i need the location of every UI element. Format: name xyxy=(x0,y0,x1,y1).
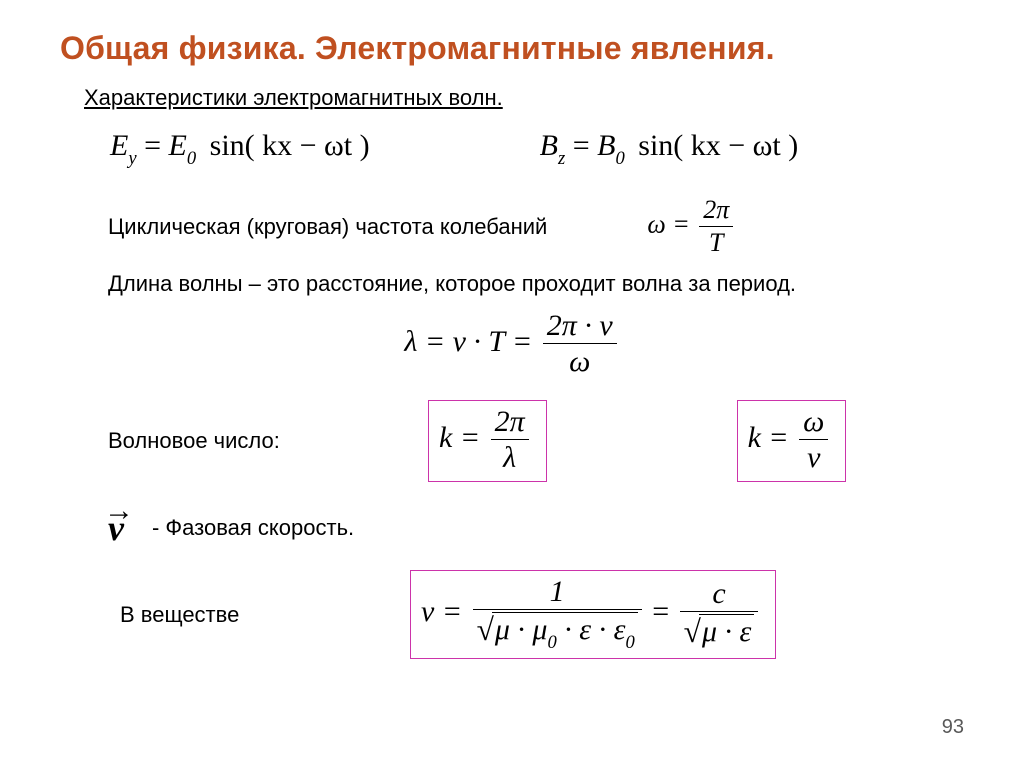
sym-E0: E xyxy=(169,129,187,162)
arg-kx-wt: kx − ωt ) xyxy=(255,129,370,162)
text-matter: В веществе xyxy=(120,602,350,628)
frac-2piv-omega: 2π · v ω xyxy=(543,309,617,380)
sub-0: 0 xyxy=(615,148,624,169)
sub-0: 0 xyxy=(187,148,196,169)
box-k-omega-v: k = ω v xyxy=(737,400,847,483)
num-2pi: 2π xyxy=(699,196,733,227)
eq-k2: k = ω v xyxy=(748,421,832,454)
sub-0: 0 xyxy=(625,632,634,653)
sub-0: 0 xyxy=(547,632,556,653)
den-T: T xyxy=(699,227,733,258)
eq-omega: ω = 2π T xyxy=(647,196,736,257)
eq-Bz: Bz = B0 sin( kx − ωt ) xyxy=(540,129,799,168)
den-v: v xyxy=(799,440,828,476)
sub-y: y xyxy=(128,148,136,169)
lhs-v: v = xyxy=(421,595,462,628)
lhs-omega: ω = xyxy=(647,210,689,239)
eq-lambda: λ = v · T = 2π · v ω xyxy=(404,309,619,380)
den-lambda: λ xyxy=(491,440,529,476)
row-lambda: λ = v · T = 2π · v ω xyxy=(60,309,964,380)
num-2pi: 2π xyxy=(491,405,529,440)
radicand-1b: · ε · ε xyxy=(557,613,626,646)
op-eq: = xyxy=(144,129,168,162)
text-wavenumber: Волновое число: xyxy=(108,428,368,454)
text-wavelength: Длина волны – это расстояние, которое пр… xyxy=(108,271,964,297)
row-in-matter: В веществе v = 1 √μ · μ0 · ε · ε0 = c √μ… xyxy=(60,570,964,658)
radicand-1a: μ · μ xyxy=(495,613,548,646)
op-eq: = xyxy=(652,595,676,628)
row-wavenumber: Волновое число: k = 2π λ k = ω v xyxy=(60,400,964,483)
text-cyclic: Циклическая (круговая) частота колебаний xyxy=(108,214,547,240)
eq-Ey: Ey = E0 sin( kx − ωt ) xyxy=(110,129,370,168)
frac-c-sqrt: c √μ · ε xyxy=(680,577,759,650)
num-c: c xyxy=(680,577,759,612)
num-omega: ω xyxy=(799,405,828,440)
row-phase-velocity: → v - Фазовая скорость. xyxy=(108,510,964,546)
op-eq: = xyxy=(573,129,597,162)
lhs-k: k = xyxy=(439,421,480,454)
radicand-2: μ · ε xyxy=(699,614,754,650)
num-2piv: 2π · v xyxy=(543,309,617,344)
frac-2pi-T: 2π T xyxy=(699,196,733,257)
sym-B: B xyxy=(540,129,558,162)
den-sqrt-mu-eps: √μ · μ0 · ε · ε0 xyxy=(473,610,642,651)
page-number: 93 xyxy=(942,716,964,739)
frac-2pi-lambda: 2π λ xyxy=(491,405,529,476)
frac-omega-v: ω v xyxy=(799,405,828,476)
sqrt-1: √μ · μ0 · ε · ε0 xyxy=(477,611,638,651)
vector-v: → v xyxy=(108,510,124,546)
sym-B0: B xyxy=(597,129,615,162)
num-1: 1 xyxy=(473,575,642,610)
den-sqrt-mu-eps-short: √μ · ε xyxy=(680,612,759,650)
eq-k1: k = 2π λ xyxy=(439,421,532,454)
text-phase: - Фазовая скорость. xyxy=(152,515,354,541)
arg-kx-wt: kx − ωt ) xyxy=(683,129,798,162)
row-cyclic-freq: Циклическая (круговая) частота колебаний… xyxy=(60,196,964,257)
fn-sin: sin( xyxy=(638,129,683,162)
fn-sin: sin( xyxy=(210,129,255,162)
slide: Общая физика. Электромагнитные явления. … xyxy=(0,0,1024,767)
vector-arrow-icon: → xyxy=(104,496,132,526)
sym-E: E xyxy=(110,129,128,162)
lhs-k: k = xyxy=(748,421,789,454)
page-subtitle: Характеристики электромагнитных волн. xyxy=(84,85,964,111)
box-k-2pi-lambda: k = 2π λ xyxy=(428,400,547,483)
page-title: Общая физика. Электромагнитные явления. xyxy=(60,30,964,67)
frac-1-sqrt: 1 √μ · μ0 · ε · ε0 xyxy=(473,575,642,651)
den-omega: ω xyxy=(543,344,617,380)
row-field-equations: Ey = E0 sin( kx − ωt ) Bz = B0 sin( kx −… xyxy=(110,129,964,168)
sqrt-2: √μ · ε xyxy=(684,613,755,650)
lhs-lambda: λ = v · T = xyxy=(404,326,532,359)
sub-z: z xyxy=(558,148,565,169)
eq-v-matter: v = 1 √μ · μ0 · ε · ε0 = c √μ · ε xyxy=(421,595,761,628)
box-eq-v-matter: v = 1 √μ · μ0 · ε · ε0 = c √μ · ε xyxy=(410,570,776,658)
